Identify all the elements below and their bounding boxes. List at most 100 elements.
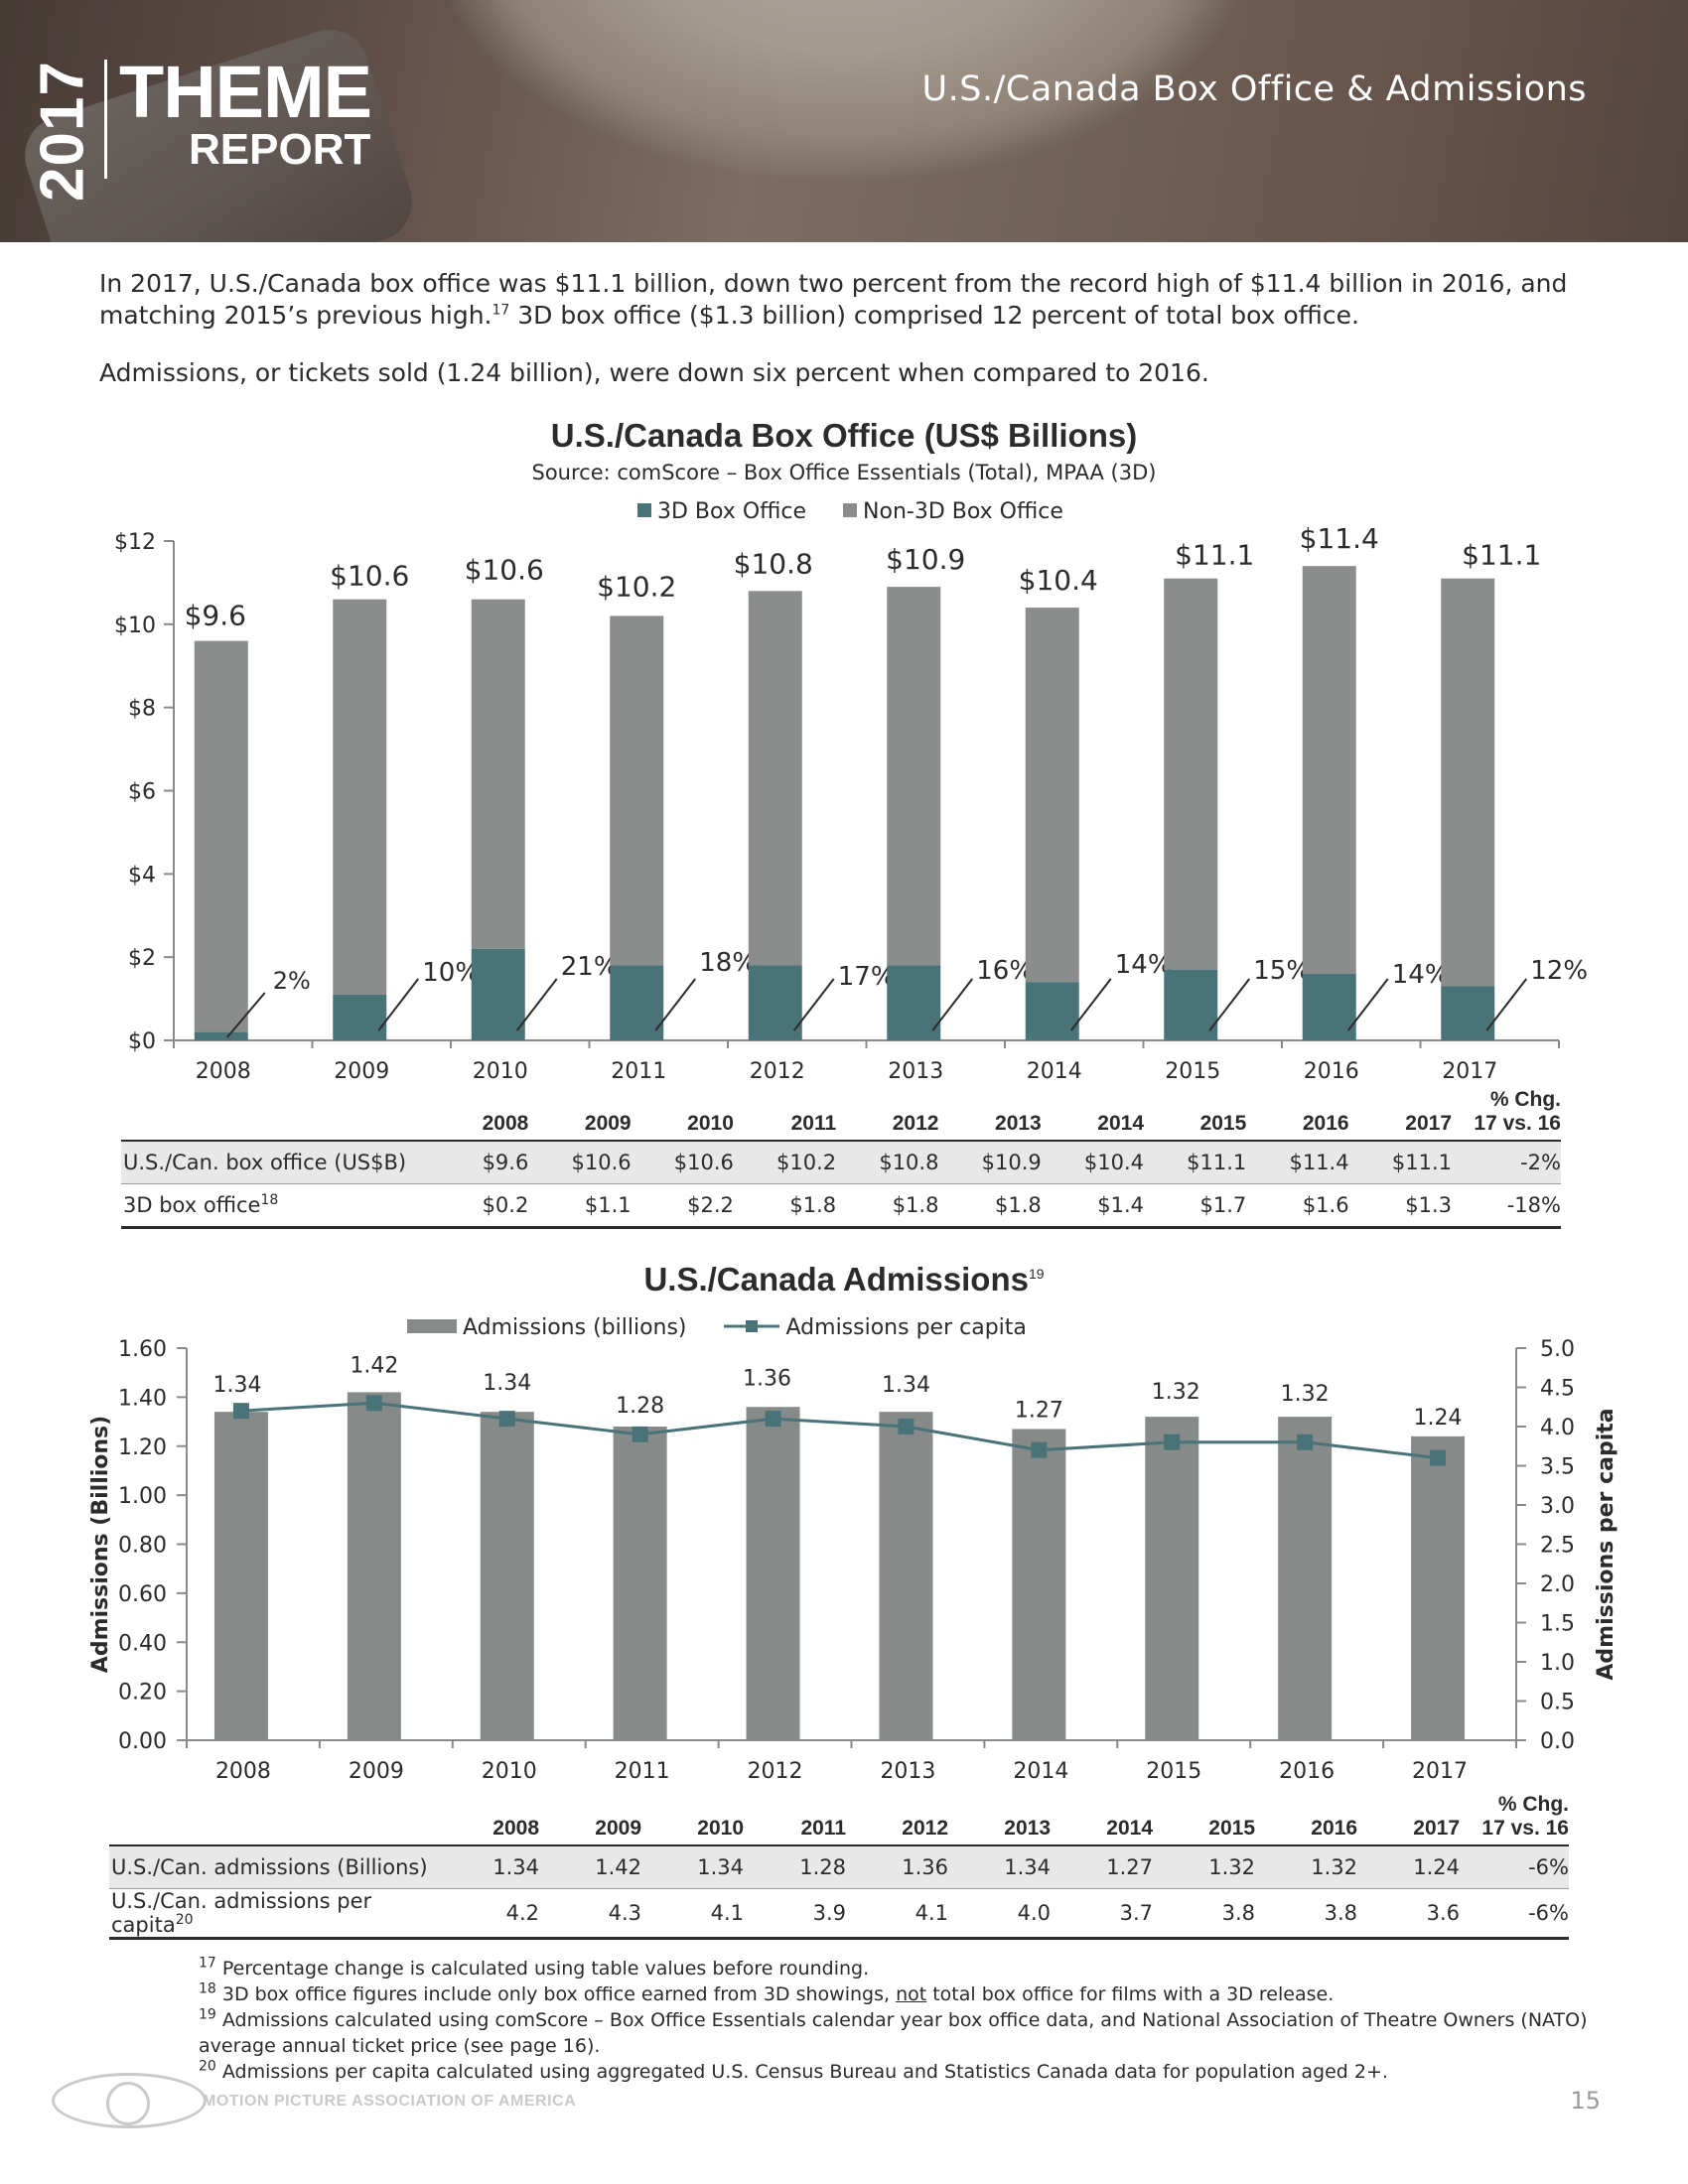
chart2-title: U.S./Canada Admissions19 <box>643 1261 1045 1297</box>
bar-admissions <box>1411 1435 1466 1740</box>
table-year-header: 2015 <box>1199 1112 1247 1135</box>
table-year-header: 2012 <box>892 1112 939 1135</box>
total-label: $10.9 <box>886 543 965 576</box>
table-year-header: 2009 <box>595 1817 641 1840</box>
y-tick-label-right: 3.5 <box>1540 1455 1575 1480</box>
share-leader <box>1485 978 1528 1031</box>
table-year-header: 2012 <box>902 1817 948 1840</box>
table-cell: 1.34 <box>437 1845 539 1889</box>
table-row-label: U.S./Can. admissions (Billions) <box>109 1845 437 1889</box>
table-cell: 4.1 <box>846 1888 948 1940</box>
y-tick-label: $2 <box>128 946 156 971</box>
table-cell: 1.34 <box>948 1845 1051 1889</box>
share-leader <box>1069 978 1112 1031</box>
x-tick-label: 2010 <box>473 1059 528 1082</box>
y-tick-label-right: 0.0 <box>1540 1729 1575 1754</box>
x-tick-label: 2014 <box>1013 1759 1068 1784</box>
logo-theme: THEME <box>119 51 372 133</box>
x-tick-label: 2008 <box>215 1759 271 1784</box>
footnotes: 17 Percentage change is calculated using… <box>199 1956 1589 2085</box>
table-cell: $1.3 <box>1348 1183 1452 1229</box>
bar-non3d <box>1441 578 1495 987</box>
table-row-label: 3D box office18 <box>121 1183 449 1229</box>
table-cell: 3.6 <box>1357 1888 1460 1940</box>
y-tick-label-left: 1.40 <box>118 1386 167 1411</box>
x-tick-label: 2008 <box>196 1059 251 1082</box>
chart1-subtitle: Source: comScore – Box Office Essentials… <box>531 461 1157 484</box>
table-cell: 1.36 <box>846 1845 948 1889</box>
bar-3d <box>1025 982 1079 1040</box>
bar-3d <box>1302 973 1356 1040</box>
table-year-header: 2017 <box>1413 1817 1460 1840</box>
per-capita-line <box>240 1401 1439 1460</box>
x-tick-label: 2014 <box>1027 1059 1082 1082</box>
x-tick-label: 2013 <box>880 1759 935 1784</box>
table-cell: $0.2 <box>449 1183 529 1229</box>
y-tick-label-left: 1.20 <box>118 1435 167 1460</box>
per-capita-marker <box>1164 1433 1181 1450</box>
table-cell: $10.6 <box>528 1141 632 1184</box>
bar-value-label: 1.42 <box>350 1353 398 1378</box>
per-capita-marker <box>898 1419 914 1434</box>
footnote-17: 17 Percentage change is calculated using… <box>199 1955 870 1979</box>
total-label: $10.8 <box>734 547 813 580</box>
footnote-20: 20 Admissions per capita calculated usin… <box>199 2058 1388 2083</box>
table-cell: 3.8 <box>1153 1888 1255 1940</box>
share-leader <box>931 978 974 1031</box>
table-year-header: 2014 <box>1097 1112 1145 1135</box>
table-cell: 1.42 <box>539 1845 641 1889</box>
table-cell: $1.7 <box>1144 1183 1247 1229</box>
bar-value-label: 1.34 <box>483 1371 531 1396</box>
table-year-header: 2017 <box>1405 1112 1452 1135</box>
share-leader <box>1208 978 1251 1031</box>
bar-value-label: 1.28 <box>616 1394 664 1419</box>
legend-admissions: Admissions (billions) <box>407 1315 687 1340</box>
x-tick-label: 2015 <box>1146 1759 1201 1784</box>
table-cell: $1.8 <box>733 1183 837 1229</box>
bar-value-label: 1.24 <box>1414 1406 1463 1431</box>
y-tick-label: $6 <box>128 780 156 805</box>
share-label: 16% <box>976 956 1034 986</box>
chart1-title: U.S./Canada Box Office (US$ Billions) <box>550 417 1138 454</box>
x-tick-label: 2016 <box>1279 1759 1335 1784</box>
table-year-header: 2013 <box>1004 1817 1051 1840</box>
admissions-chart: 0.00 0.20 0.40 0.60 0.80 1.00 1.20 1.40 1.60 0.0 0… <box>88 1337 1618 1784</box>
header-banner: 2017 THEME REPORT U.S./Canada Box Office… <box>0 0 1688 242</box>
table-cell: $11.1 <box>1348 1141 1452 1184</box>
intro-paragraph-2: Admissions, or tickets sold (1.24 billio… <box>99 358 1209 387</box>
y-tick-label: $0 <box>128 1029 156 1054</box>
legend-per-capita: Admissions per capita <box>723 1315 1027 1340</box>
table-year-header: 2008 <box>482 1112 529 1135</box>
table-year-header: 2016 <box>1311 1817 1357 1840</box>
share-label: 2% <box>273 967 311 995</box>
table-cell: $10.8 <box>836 1141 939 1184</box>
share-leader <box>225 992 266 1038</box>
bar-admissions <box>1145 1417 1199 1740</box>
total-label: $10.6 <box>465 554 544 587</box>
table-chg-cell: -6% <box>1460 1888 1569 1940</box>
table-cell: 3.9 <box>744 1888 846 1940</box>
share-label: 17% <box>838 962 896 992</box>
y-tick-label-right: 1.5 <box>1540 1612 1575 1637</box>
table-chg-cell: -2% <box>1452 1141 1561 1184</box>
table-cell: $1.8 <box>836 1183 939 1229</box>
chart2-legend: Admissions (billions) Admissions per cap… <box>407 1315 1027 1340</box>
bar-admissions <box>1012 1429 1066 1740</box>
y-tick-label: $4 <box>128 863 156 887</box>
bar-non3d <box>748 591 802 966</box>
table-header-row: 2008 2009 2010 2011 2012 2013 2014 2015 2016 2017… <box>109 1793 1569 1845</box>
table-cell: 3.7 <box>1051 1888 1153 1940</box>
y-tick-label: $10 <box>114 614 156 638</box>
share-label: 10% <box>422 958 480 988</box>
y-tick-label-right: 4.0 <box>1540 1416 1575 1440</box>
bar-non3d <box>333 599 387 995</box>
table-cell: 1.32 <box>1255 1845 1357 1889</box>
bar-3d <box>748 965 802 1040</box>
y-tick-label-right: 2.5 <box>1540 1534 1575 1559</box>
bar-admissions <box>480 1412 534 1740</box>
bar-value-label: 1.32 <box>1281 1382 1330 1407</box>
table-year-header: 2010 <box>687 1112 734 1135</box>
x-tick-label: 2015 <box>1165 1059 1220 1082</box>
table-chg-cell: -18% <box>1452 1183 1561 1229</box>
share-label: 12% <box>1530 956 1588 986</box>
